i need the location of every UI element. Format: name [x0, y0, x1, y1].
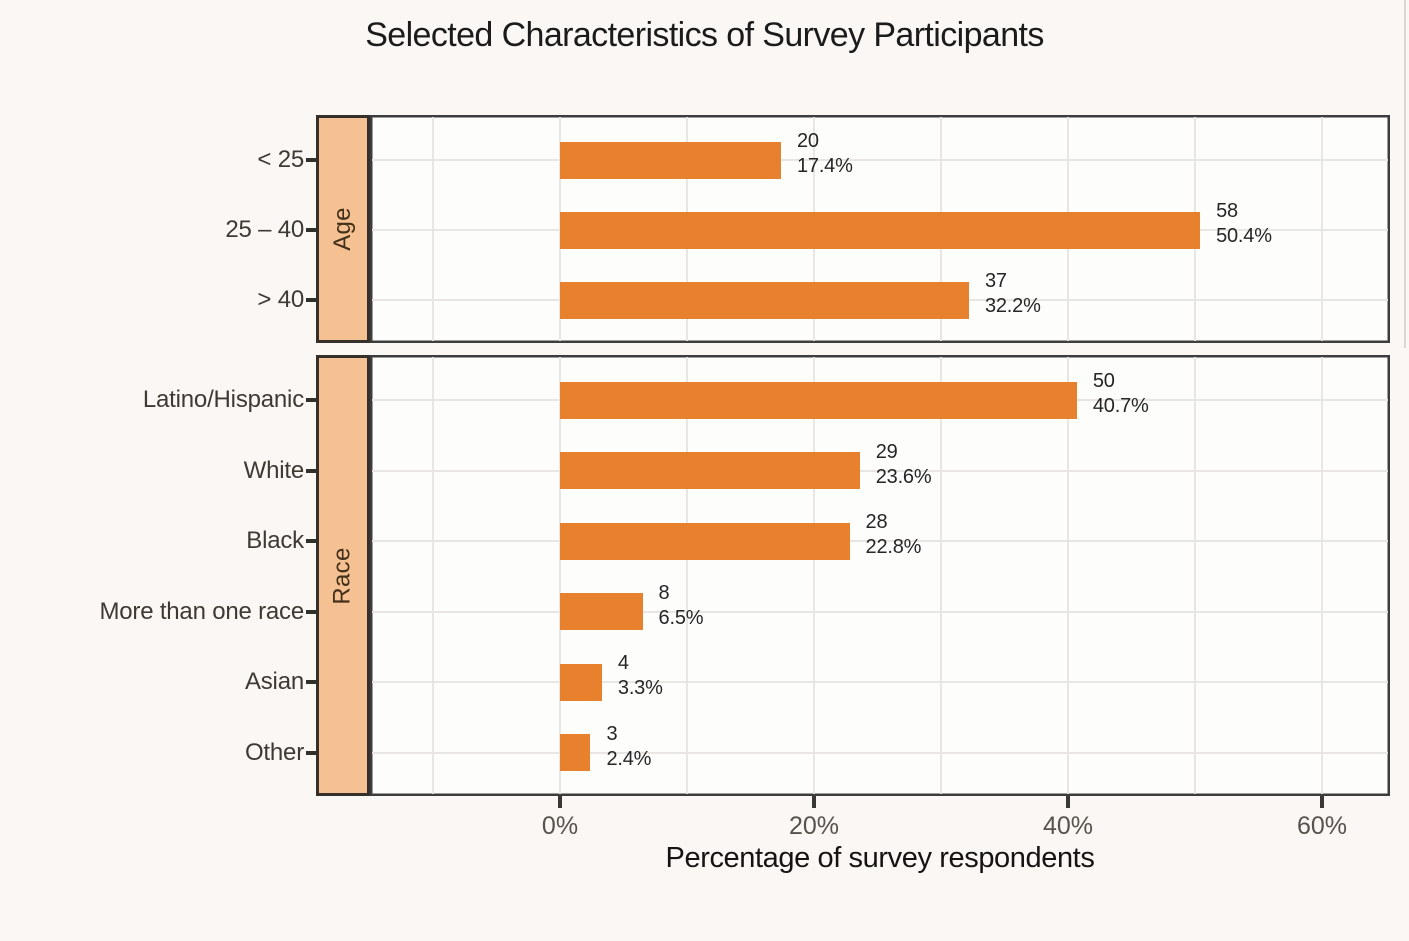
y-axis-tick — [306, 750, 316, 755]
x-axis-tick-label: 0% — [541, 812, 579, 840]
gridline-horizontal — [372, 469, 1388, 472]
gridline-horizontal — [372, 751, 1388, 754]
y-axis-label: Latino/Hispanic — [142, 386, 304, 413]
gridline-horizontal — [372, 540, 1388, 542]
bar-percent-label: 22.8% — [865, 536, 922, 558]
bar-percent-label: 3.3% — [617, 677, 663, 699]
bar — [560, 522, 850, 560]
bar-value-label: 28 22.8% — [866, 510, 922, 560]
bar-value-label: 20 17.4% — [797, 129, 853, 179]
y-axis-label: Black — [246, 527, 304, 554]
bar — [560, 663, 602, 701]
bar-count-label: 20 — [796, 130, 819, 152]
bar — [560, 734, 591, 771]
bar — [560, 452, 860, 489]
bar-value-label: 8 6.5% — [659, 581, 704, 631]
bar-percent-label: 17.4% — [796, 155, 853, 177]
bar-count-label: 3 — [606, 722, 618, 745]
bar-value-label: 29 23.6% — [876, 440, 932, 490]
gridline-vertical — [1067, 357, 1069, 794]
bar-percent-label: 2.4% — [606, 747, 652, 770]
bar — [560, 281, 969, 319]
y-axis-tick — [306, 468, 316, 473]
bar — [560, 141, 781, 179]
gridline-vertical — [813, 357, 815, 794]
x-axis-tick-label: 40% — [1042, 812, 1094, 840]
bar-count-label: 37 — [984, 270, 1007, 292]
y-axis-label: > 40 — [257, 286, 304, 313]
x-axis-tick-label: 60% — [1296, 812, 1348, 840]
age-panel: 20 17.4% 58 50.4% 37 32.2% — [370, 115, 1390, 343]
bar-value-label: 4 3.3% — [618, 651, 663, 701]
y-axis-tick — [306, 228, 316, 232]
bar-percent-label: 23.6% — [875, 465, 932, 488]
race-panel: 50 40.7% 29 23.6% 28 22.8% 8 6.5% 4 3.3% 3 2.4% — [370, 355, 1390, 796]
x-axis-title: Percentage of survey respondents — [665, 842, 1095, 874]
y-axis-label: Other — [244, 738, 304, 766]
gridline-horizontal — [372, 681, 1388, 683]
facet-strip-label-age: Age — [328, 207, 356, 251]
bar-count-label: 8 — [658, 581, 670, 604]
y-axis-tick — [306, 680, 316, 684]
bar — [560, 593, 643, 630]
gridline-vertical — [559, 357, 561, 794]
gridline-vertical — [1321, 357, 1323, 794]
bar-count-label: 29 — [875, 440, 898, 463]
bar — [560, 211, 1201, 249]
bar-count-label: 4 — [617, 652, 629, 674]
bar-count-label: 50 — [1092, 370, 1115, 392]
bar-percent-label: 50.4% — [1216, 225, 1272, 247]
chart-title: Selected Characteristics of Survey Parti… — [365, 16, 1044, 54]
y-axis-label: 25 – 40 — [225, 216, 304, 243]
gridline-horizontal — [372, 610, 1388, 613]
gridline-vertical — [1194, 357, 1196, 794]
facet-strip-age: Age — [316, 115, 370, 343]
x-axis-tick — [1320, 796, 1324, 808]
bar-count-label: 28 — [865, 511, 888, 533]
gridline-vertical — [432, 357, 434, 794]
y-axis-label: Asian — [244, 668, 304, 695]
y-axis-tick — [306, 609, 316, 614]
bar-percent-label: 6.5% — [658, 606, 704, 629]
facet-strip-label-race: Race — [329, 546, 357, 605]
y-axis-label: More than one race — [99, 597, 304, 625]
x-axis-tick — [1066, 796, 1070, 808]
bar-value-label: 3 2.4% — [606, 722, 651, 772]
bar-percent-label: 40.7% — [1092, 395, 1149, 417]
x-axis-tick — [812, 796, 816, 808]
bar-value-label: 50 40.7% — [1093, 369, 1149, 419]
gridline-vertical — [686, 357, 688, 794]
gridline-vertical — [940, 357, 942, 794]
x-axis-tick-label: 20% — [788, 812, 840, 840]
y-axis-tick — [306, 398, 316, 402]
y-axis-tick — [306, 158, 316, 162]
bar-value-label: 37 32.2% — [985, 269, 1041, 319]
y-axis-tick — [306, 539, 316, 543]
bar-value-label: 58 50.4% — [1216, 199, 1272, 249]
bar-percent-label: 32.2% — [984, 295, 1041, 317]
y-axis-label: < 25 — [257, 146, 304, 173]
x-axis-tick — [558, 796, 562, 808]
gridline-horizontal — [372, 159, 1388, 161]
y-axis-label: White — [243, 456, 305, 484]
page-edge-artifact — [1404, 0, 1406, 348]
bar-count-label: 58 — [1216, 200, 1238, 222]
y-axis-tick — [306, 298, 316, 302]
bar — [560, 381, 1077, 419]
facet-strip-race: Race — [316, 355, 370, 796]
